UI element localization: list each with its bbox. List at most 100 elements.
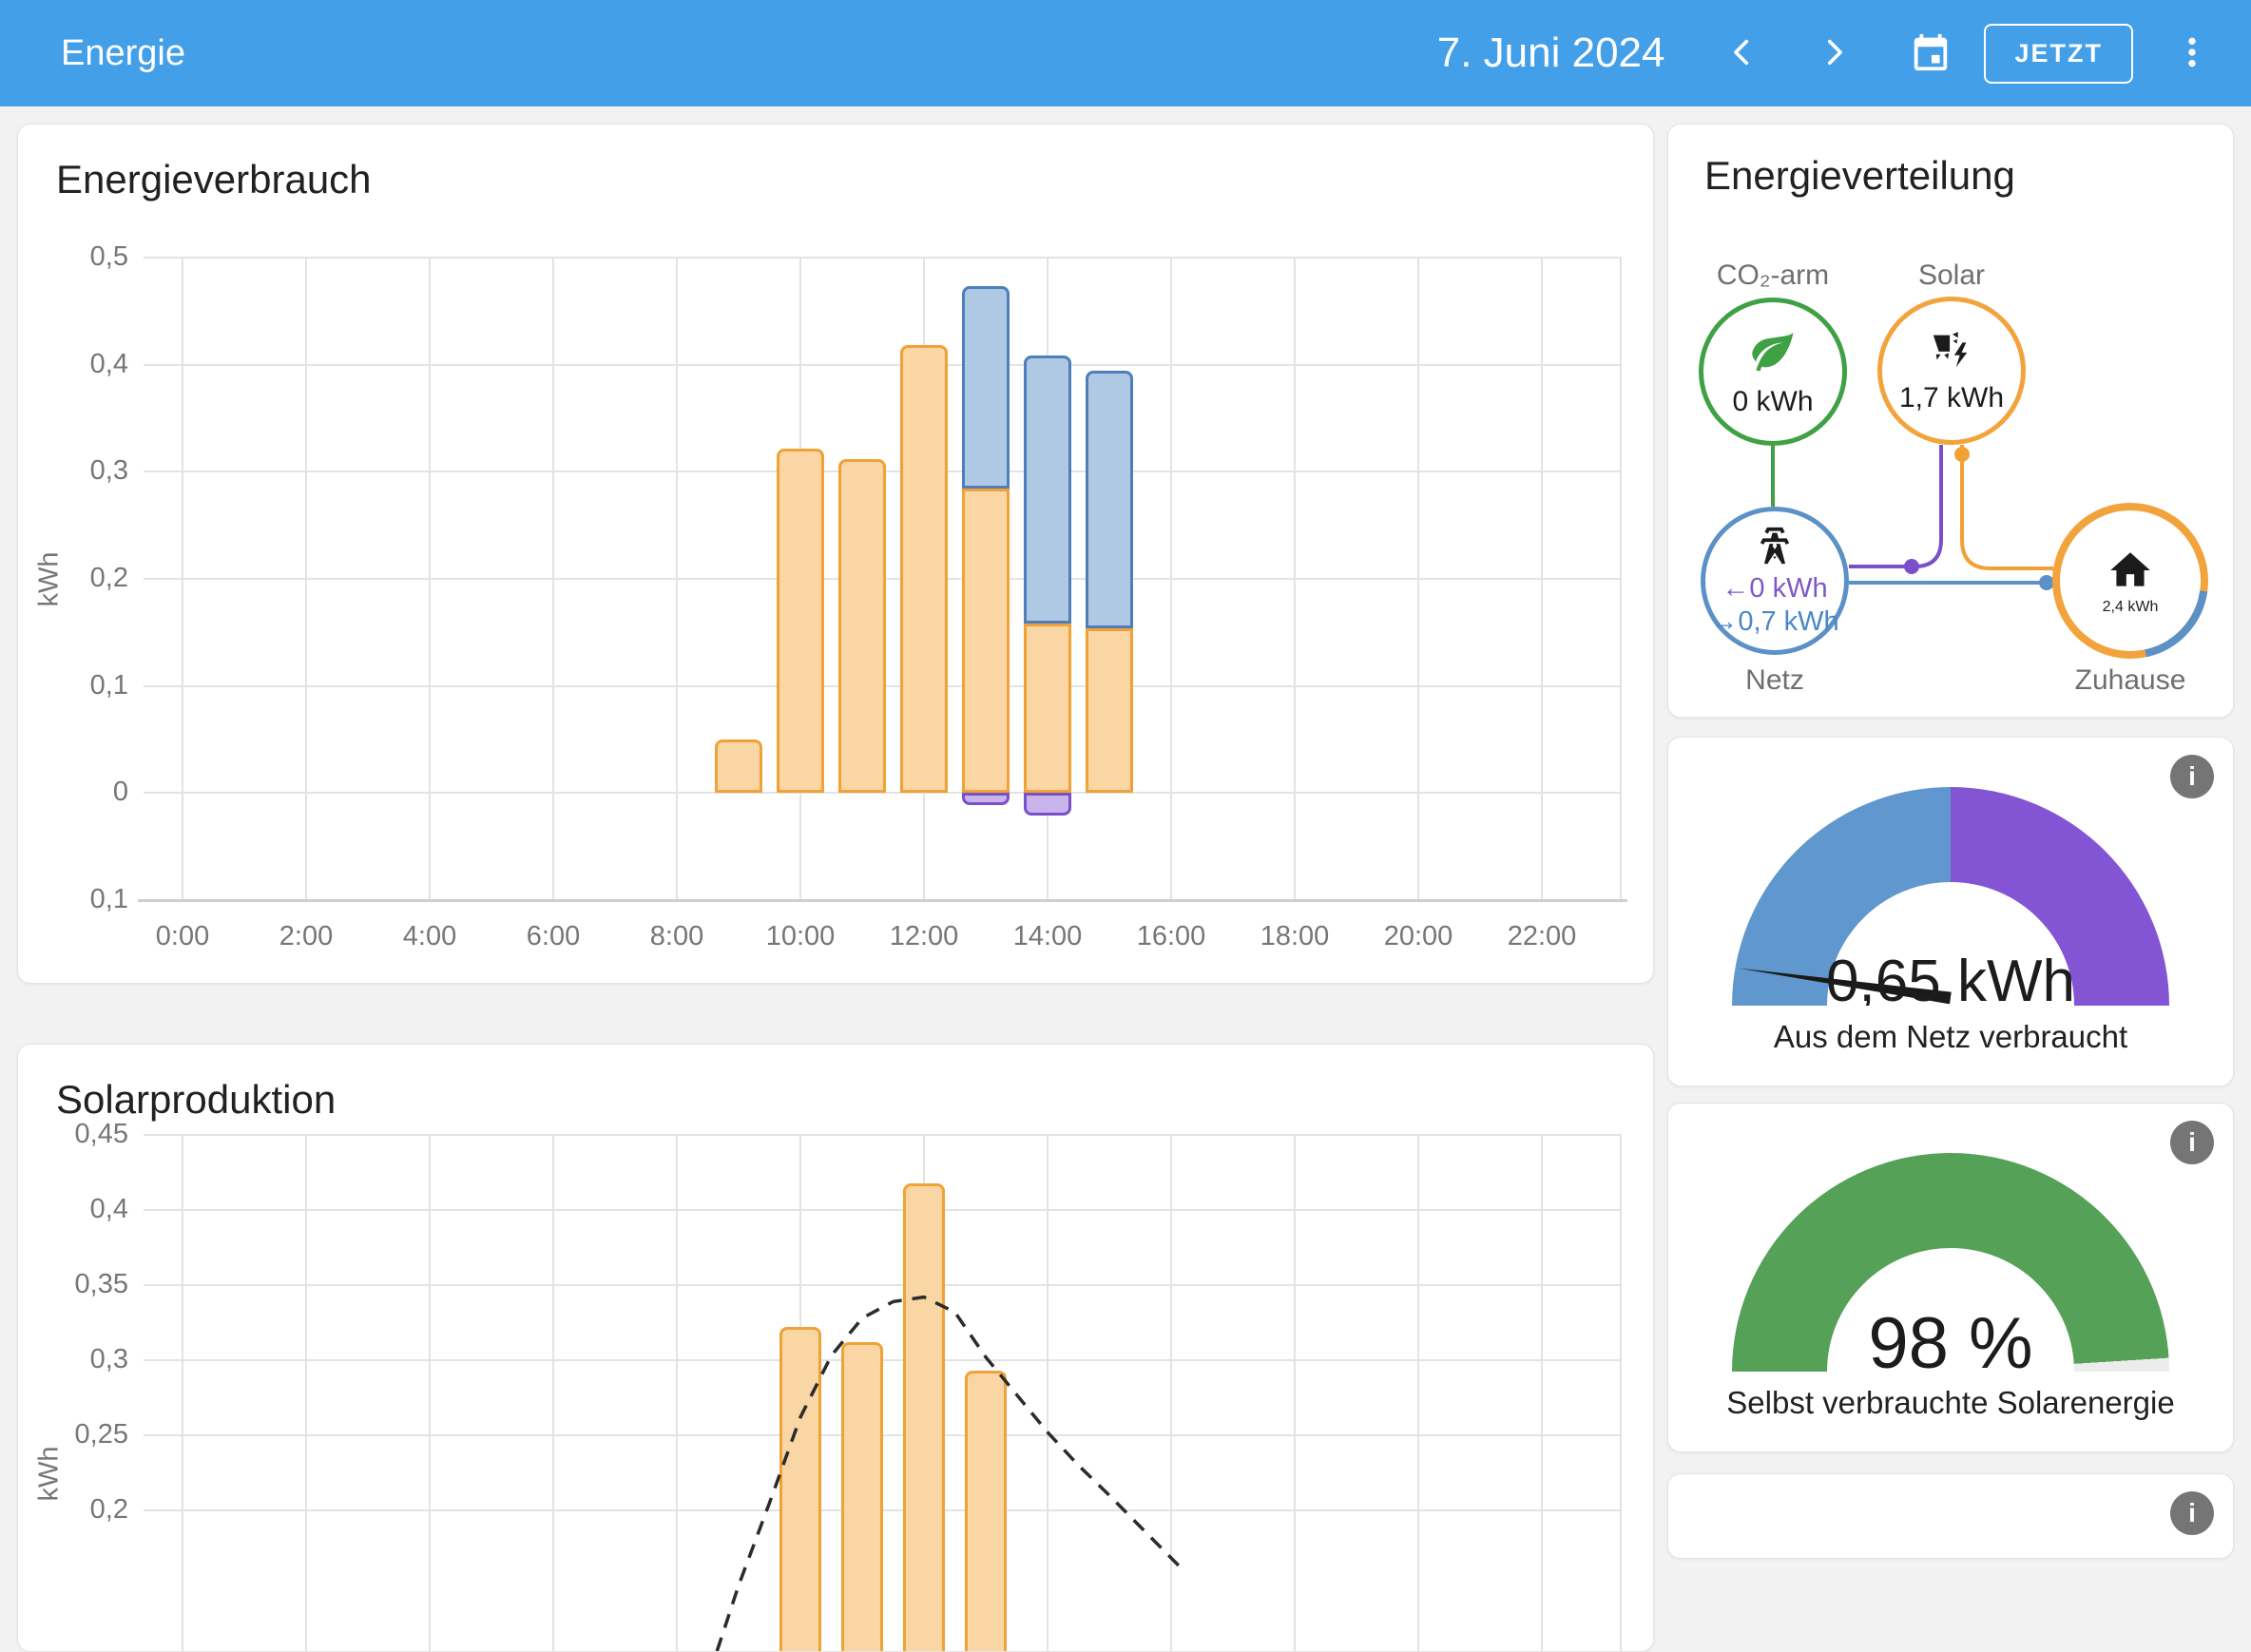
- bar-segment-solar-eigenverbrauch: [777, 448, 824, 794]
- bar-segment-netz-einspeisung: [1024, 793, 1071, 816]
- gridline-v: [1294, 258, 1296, 900]
- y-axis-tick: 0,3: [89, 455, 128, 487]
- bar-segment-netz-einspeisung: [962, 793, 1010, 805]
- grid-node-label: Netz: [1745, 664, 1804, 696]
- kebab-menu-icon: [2173, 33, 2211, 74]
- x-axis-tick: 8:00: [649, 921, 704, 951]
- prev-day-button[interactable]: [1708, 19, 1777, 87]
- y-axis-tick: 0,2: [89, 563, 128, 593]
- consumption-title: Energieverbrauch: [56, 157, 372, 202]
- gridline-v: [182, 1135, 183, 1651]
- x-axis-tick: 4:00: [402, 921, 457, 951]
- x-axis-tick: 2:00: [279, 921, 334, 951]
- x-axis-tick: 10:00: [765, 921, 836, 951]
- solar-gauge: 98 %: [1732, 1153, 2169, 1372]
- gridline-v: [429, 258, 431, 900]
- gridline-v: [1170, 1135, 1172, 1651]
- gridline-v: [1620, 1135, 1622, 1651]
- y-axis-unit-label: kWh: [33, 551, 65, 607]
- bar-segment-solarproduktion: [779, 1327, 821, 1651]
- gridline-h: [144, 257, 1622, 259]
- bar-segment-solar-eigenverbrauch: [1024, 624, 1071, 794]
- gridline-h: [144, 1284, 1622, 1286]
- co2-node-value: 0 kWh: [1732, 385, 1814, 417]
- energy-distribution-card: Energieverteilung CO₂-arm Solar Netz Zuh…: [1667, 124, 2234, 718]
- bar-segment-solar-eigenverbrauch: [838, 458, 886, 794]
- gridline-v: [1620, 258, 1622, 900]
- x-axis-tick: 16:00: [1136, 921, 1206, 951]
- solar-node-value: 1,7 kWh: [1898, 381, 2005, 413]
- gridline-v: [1541, 258, 1543, 900]
- production-title: Solarproduktion: [56, 1077, 337, 1122]
- solar-production-card: Solarproduktion 0,45 0,4 0,35 0,3 0,25 0,2 kWh: [17, 1044, 1654, 1652]
- calendar-icon: [1909, 30, 1953, 77]
- bar-segment-solarproduktion: [841, 1342, 883, 1651]
- home-ring: [2052, 503, 2208, 659]
- x-axis-tick: 22:00: [1507, 921, 1577, 951]
- x-axis-tick: 14:00: [1012, 921, 1083, 951]
- next-day-button[interactable]: [1799, 19, 1868, 87]
- solar-node-label: Solar: [1917, 259, 1986, 291]
- y-axis-tick: 0: [112, 777, 128, 808]
- info-icon[interactable]: i: [2170, 755, 2214, 798]
- bar-segment-netz-bezug: [1024, 355, 1071, 624]
- y-axis-tick: 0,5: [89, 241, 128, 272]
- gridline-v: [552, 1135, 554, 1651]
- bar-segment-netz-bezug: [1086, 371, 1133, 628]
- bar-segment-solar-eigenverbrauch: [900, 345, 948, 794]
- solar-gauge-label: Selbst verbrauchte Solarenergie: [1726, 1385, 2175, 1420]
- bar-segment-solar-eigenverbrauch: [715, 740, 762, 794]
- gridline-h: [144, 1134, 1622, 1136]
- y-axis-tick: 0,35: [74, 1269, 128, 1299]
- info-icon[interactable]: i: [2170, 1121, 2214, 1164]
- gridline-v: [305, 258, 307, 900]
- grid-import-value: →0,7 kWh: [1710, 605, 1839, 637]
- distribution-title: Energieverteilung: [1704, 153, 2015, 198]
- date-display[interactable]: 7. Juni 2024: [1436, 29, 1665, 76]
- solar-gauge-card: i 98 % Selbst verbrauchte Solarenergie: [1667, 1103, 2234, 1452]
- chevron-left-icon: [1726, 31, 1759, 76]
- y-axis-tick: 0,3: [89, 1344, 128, 1374]
- y-axis-tick: 0,1: [89, 884, 128, 914]
- gridline-v: [1417, 1135, 1419, 1651]
- gridline-v: [1170, 258, 1172, 900]
- bar-segment-solarproduktion: [903, 1182, 945, 1651]
- bar-segment-solar-eigenverbrauch: [1086, 627, 1133, 794]
- y-axis-tick: 0,45: [74, 1119, 128, 1149]
- y-axis-unit-label: kWh: [33, 1446, 65, 1501]
- solar-gauge-value: 98 %: [1868, 1303, 2033, 1372]
- x-axis-tick: 18:00: [1260, 921, 1330, 951]
- solar-power-icon: [1927, 328, 1976, 376]
- co2-node-label: CO₂-arm: [1716, 259, 1830, 291]
- solar-node[interactable]: 1,7 kWh: [1877, 297, 2026, 445]
- app-header: Energie 7. Juni 2024 JETZT: [0, 0, 2251, 106]
- grid-gauge-label: Aus dem Netz verbraucht: [1773, 1019, 2128, 1054]
- info-icon[interactable]: i: [2170, 1491, 2214, 1535]
- y-axis-tick: 0,4: [89, 1194, 128, 1224]
- transmission-tower-icon: [1753, 524, 1797, 572]
- consumption-chart[interactable]: 0,5 0,4 0,3 0,2 0,1 0 0,1 0:00 2:00 4:00 6:00 8:00 1…: [34, 241, 1627, 951]
- grid-node[interactable]: ←0 kWh →0,7 kWh: [1701, 507, 1849, 655]
- production-chart[interactable]: 0,45 0,4 0,35 0,3 0,25 0,2 kWh: [34, 1119, 1622, 1651]
- x-axis-tick: 20:00: [1383, 921, 1453, 951]
- chevron-right-icon: [1818, 31, 1850, 76]
- y-axis-tick: 0,4: [89, 348, 128, 379]
- home-icon: [2107, 547, 2154, 599]
- energy-consumption-card: Energieverbrauch 0,5 0,4 0,3 0,2 0,1 0 0,1 0:00…: [17, 124, 1654, 984]
- leaf-icon: [1748, 326, 1798, 380]
- gridline-v: [1047, 1135, 1049, 1651]
- menu-button[interactable]: [2158, 19, 2226, 87]
- partial-card: i: [1667, 1473, 2234, 1559]
- bar-segment-netz-bezug: [962, 286, 1010, 490]
- grid-gauge-card: i 0,65 kWh Aus dem Netz verbraucht: [1667, 737, 2234, 1086]
- grid-gauge: 0,65 kWh: [1732, 787, 2169, 1006]
- now-button[interactable]: JETZT: [1984, 23, 2133, 84]
- grid-export-value: ←0 kWh: [1722, 572, 1828, 604]
- home-node[interactable]: 2,4 kWh: [2049, 499, 2212, 663]
- gridline-h: [144, 363, 1622, 366]
- x-axis-line: [138, 899, 1627, 902]
- co2-node[interactable]: 0 kWh: [1699, 298, 1847, 446]
- home-node-label: Zuhause: [2074, 664, 2186, 696]
- calendar-button[interactable]: [1896, 19, 1965, 87]
- page-title: Energie: [61, 32, 185, 73]
